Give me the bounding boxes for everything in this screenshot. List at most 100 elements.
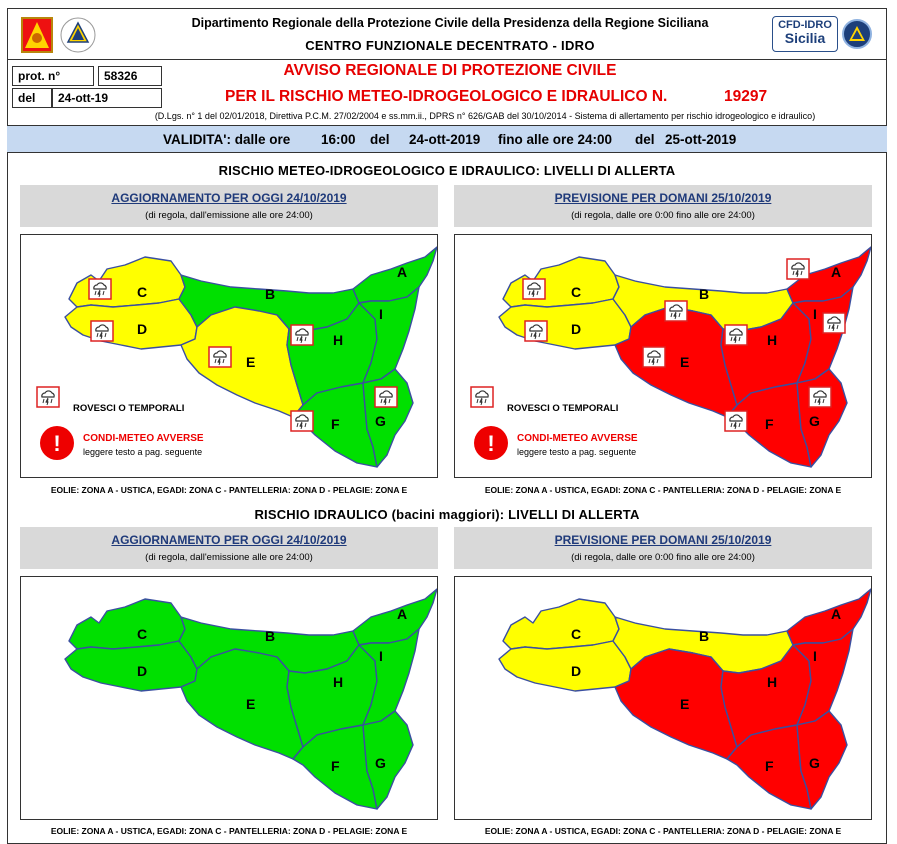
zone-label-b: B [265,286,275,302]
storm-cloud-icon [786,258,810,280]
panel-tomorrow-title: PREVISIONE PER DOMANI 25/10/2019 [554,533,772,547]
zone-c-area [68,256,186,308]
legend-adverse: CONDI-METEO AVVERSE [517,433,638,444]
map-meteo-today: A B C D E F G H I ROVESCI O TEMPORALI! CONDI-METEO… [20,234,438,478]
panel-today-title: AGGIORNAMENTO PER OGGI 24/10/2019 [111,533,347,547]
zone-label-b: B [699,628,709,644]
storm-cloud-icon [290,324,314,346]
zone-g-area [362,710,414,810]
storm-cloud-icon [822,312,846,334]
sicily-coat-of-arms-icon [21,17,53,53]
zone-label-f: F [331,416,340,432]
exclamation-icon: ! [474,426,508,460]
storm-cloud-icon [664,300,688,322]
zone-label-h: H [767,674,777,690]
zone-c-area [502,598,620,650]
zone-label-e: E [246,696,255,712]
exclamation-icon: ! [40,426,74,460]
zone-g-area [796,710,848,810]
zone-label-b: B [265,628,275,644]
map-hydro-today: A B C D E F G H I [20,576,438,820]
validity-end-date: 25-ott-2019 [665,132,737,147]
storm-cloud-icon [522,278,546,300]
legend-adverse: CONDI-METEO AVVERSE [83,433,204,444]
cfd-idro-logo: CFD-IDRO Sicilia [772,16,838,52]
zone-label-e: E [680,696,689,712]
zone-label-c: C [137,626,147,642]
zone-label-c: C [137,284,147,300]
legend-see-text: leggere testo a pag. seguente [83,447,202,457]
zone-label-i: I [379,648,383,664]
zone-label-h: H [333,674,343,690]
centre-name: CENTRO FUNZIONALE DECENTRATO - IDRO [305,38,595,53]
validity-del2: del [635,132,655,147]
notice-title-line1: AVVISO REGIONALE DI PROTEZIONE CIVILE [283,62,617,79]
zone-label-a: A [831,264,841,280]
zone-i-area [358,628,420,726]
section2-title: RISCHIO IDRAULICO (bacini maggiori): LIV… [254,507,640,522]
zone-i-area [792,628,854,726]
legend-see-text: leggere testo a pag. seguente [517,447,636,457]
zone-d-area [64,640,198,692]
map-hydro-tomorrow: A B C D E F G H I [454,576,872,820]
zone-label-i: I [813,648,817,664]
zone-label-c: C [571,626,581,642]
zone-label-g: G [809,413,820,429]
islands-note-2: EOLIE: ZONA A - USTICA, EGADI: ZONA C - … [484,485,842,495]
zone-label-e: E [680,354,689,370]
section1-title: RISCHIO METEO-IDROGEOLOGICO E IDRAULICO:… [218,163,676,178]
cfd-logo-line1: CFD-IDRO [778,19,832,31]
svg-text:!: ! [487,431,494,456]
zone-label-a: A [831,606,841,622]
zone-d-area [498,298,632,350]
panel-head-today-1: AGGIORNAMENTO PER OGGI 24/10/2019 (di re… [20,185,438,227]
zone-label-a: A [397,264,407,280]
storm-cloud-icon [470,386,494,408]
storm-cloud-icon [642,346,666,368]
storm-cloud-icon [374,386,398,408]
storm-cloud-icon [88,278,112,300]
protezione-civile-logo-icon [60,17,96,53]
zone-label-f: F [331,758,340,774]
storm-cloud-icon [724,410,748,432]
zone-d-area [498,640,632,692]
legend-showers: ROVESCI O TEMPORALI [73,403,184,414]
zone-c-area [502,256,620,308]
prot-label: prot. n° [12,66,94,86]
islands-note-4: EOLIE: ZONA A - USTICA, EGADI: ZONA C - … [484,826,842,836]
validity-until: fino alle ore 24:00 [498,132,613,147]
zone-label-h: H [767,332,777,348]
zone-a-area [352,588,437,646]
cfd-logo-line2: Sicilia [784,30,826,46]
zone-label-c: C [571,284,581,300]
validity-start-time: 16:00 [321,132,356,147]
zone-label-a: A [397,606,407,622]
islands-note-3: EOLIE: ZONA A - USTICA, EGADI: ZONA C - … [50,826,408,836]
validity-del1: del [370,132,390,147]
logos-left [18,14,98,56]
zone-label-f: F [765,758,774,774]
panel-today-title: AGGIORNAMENTO PER OGGI 24/10/2019 [111,191,347,205]
zone-a-area [352,246,437,304]
zone-label-d: D [571,321,581,337]
zone-i-area [792,286,854,384]
header-divider [7,59,887,60]
zone-label-d: D [137,321,147,337]
storm-cloud-icon [36,386,60,408]
storm-cloud-icon [290,410,314,432]
zone-c-area [68,598,186,650]
zone-a-area [786,588,871,646]
panel-tomorrow-title: PREVISIONE PER DOMANI 25/10/2019 [554,191,772,205]
zone-label-f: F [765,416,774,432]
validity-start-date: 24-ott-2019 [409,132,481,147]
storm-cloud-icon [724,324,748,346]
notice-title-line2: PER IL RISCHIO METEO-IDROGEOLOGICO E IDR… [225,88,668,105]
zone-label-g: G [375,755,386,771]
date-value: 24-ott-19 [52,88,162,108]
storm-cloud-icon [208,346,232,368]
svg-text:!: ! [53,431,60,456]
zone-label-d: D [571,663,581,679]
zone-label-g: G [375,413,386,429]
zone-label-e: E [246,354,255,370]
zone-label-g: G [809,755,820,771]
